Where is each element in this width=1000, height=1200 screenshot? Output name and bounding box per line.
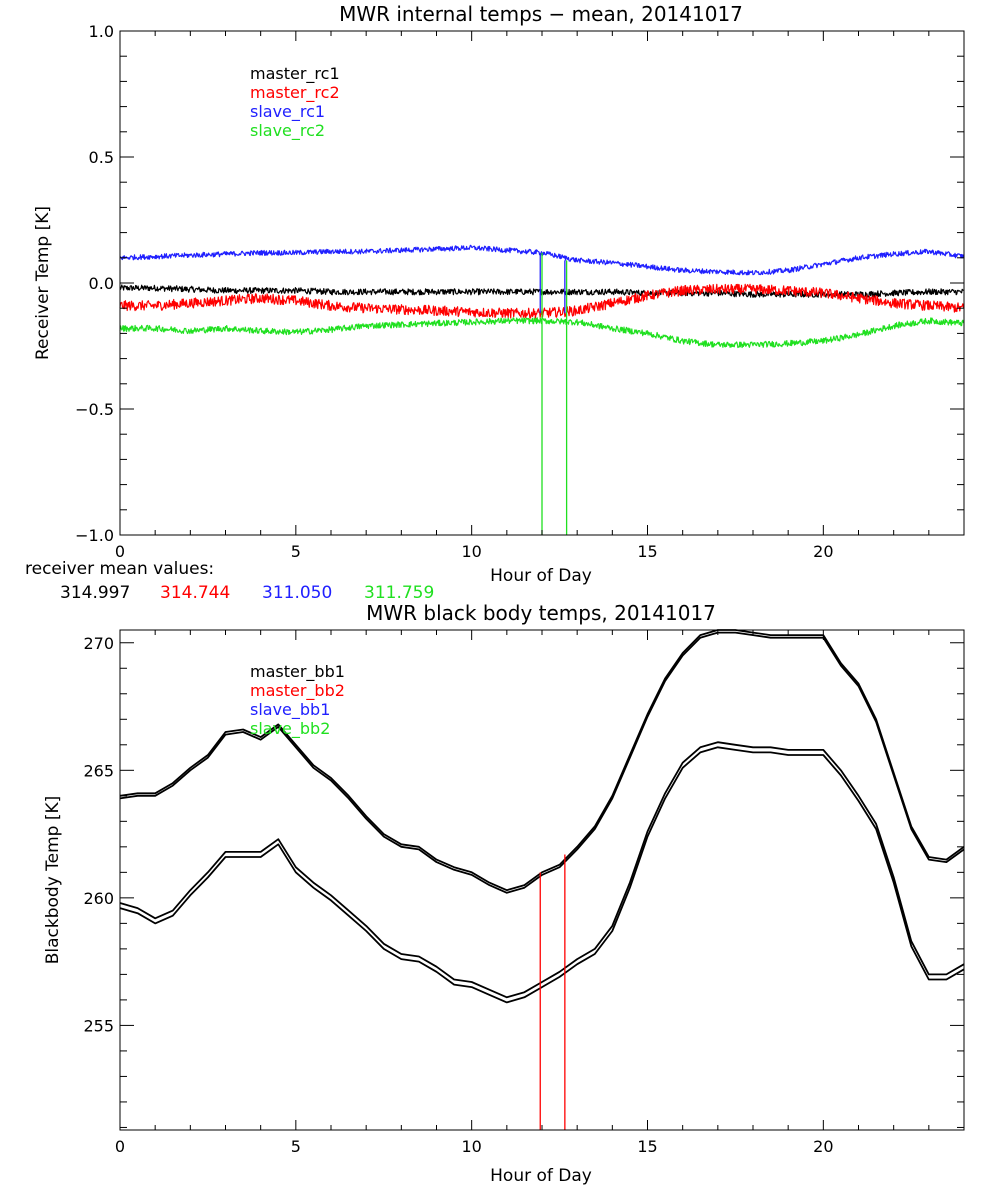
x-tick-label: 15	[637, 1137, 657, 1156]
legend-entry-slave-bb1: slave_bb1	[250, 700, 330, 720]
receiver-temps-panel: MWR internal temps − mean, 20141017 0 5 10…	[33, 2, 965, 586]
mean-values-label: receiver mean values:	[25, 559, 214, 579]
x-tick-label: 20	[813, 1137, 833, 1156]
x-tick-label: 20	[813, 542, 833, 561]
x-tick-label: 0	[115, 542, 125, 561]
y-tick-label: 0.5	[89, 148, 114, 167]
legend-entry-master-bb1: master_bb1	[250, 662, 345, 682]
y-tick-label: 265	[83, 761, 114, 780]
x-tick-label: 15	[637, 542, 657, 561]
blackbody-temps-panel: MWR black body temps, 20141017 0 5 10 15 20 2…	[43, 601, 965, 1186]
x-tick-label: 5	[291, 1137, 301, 1156]
y-tick-label: 0.0	[89, 274, 114, 293]
legend-entry-master-rc1: master_rc1	[250, 64, 340, 84]
y-tick-label: 1.0	[89, 22, 114, 41]
x-tick-label: 10	[461, 542, 481, 561]
x-axis-label: Hour of Day	[490, 1166, 592, 1186]
x-axis-label: Hour of Day	[490, 566, 592, 586]
series-line-slave-bb1	[119, 741, 965, 999]
legend-entry-master-rc2: master_rc2	[250, 83, 340, 103]
y-tick-label: 270	[83, 634, 114, 653]
chart-title: MWR internal temps − mean, 20141017	[339, 2, 743, 26]
mean-value-slave-rc2: 311.759	[364, 583, 434, 603]
mean-value-master-rc2: 314.744	[160, 583, 230, 603]
y-tick-label: 255	[83, 1016, 114, 1035]
y-axis-label: Blackbody Temp [K]	[43, 796, 63, 965]
x-tick-label: 10	[461, 1137, 481, 1156]
mean-value-slave-rc1: 311.050	[262, 583, 332, 603]
legend-entry-slave-bb2: slave_bb2	[250, 719, 330, 739]
legend: master_bb1 master_bb2 slave_bb1 slave_bb…	[250, 662, 345, 739]
legend-entry-slave-rc2: slave_rc2	[250, 121, 325, 141]
y-tick-label: 260	[83, 889, 114, 908]
x-tick-label: 0	[115, 1137, 125, 1156]
y-tick-label: −0.5	[75, 400, 114, 419]
legend-entry-slave-rc1: slave_rc1	[250, 102, 325, 122]
legend-entry-master-bb2: master_bb2	[250, 681, 345, 701]
y-tick-label: −1.0	[75, 526, 114, 545]
x-tick-label: 5	[291, 542, 301, 561]
mean-value-master-rc1: 314.997	[60, 583, 130, 603]
series-line-slave-bb2	[119, 746, 965, 1004]
chart-title: MWR black body temps, 20141017	[366, 601, 716, 625]
mean-values-block: receiver mean values: 314.997 314.744 31…	[25, 559, 434, 603]
y-axis-label: Receiver Temp [K]	[33, 206, 53, 360]
legend: master_rc1 master_rc2 slave_rc1 slave_rc…	[250, 64, 340, 141]
